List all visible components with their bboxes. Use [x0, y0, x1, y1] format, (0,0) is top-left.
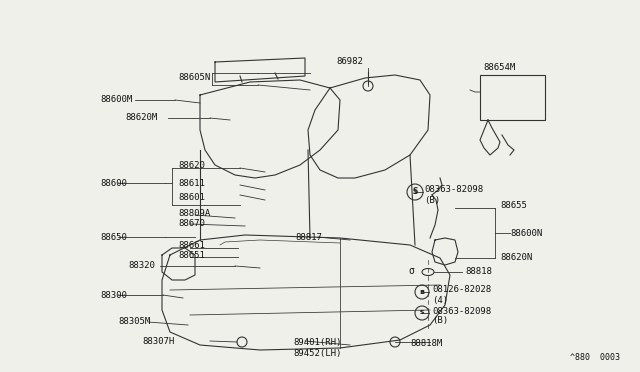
- Text: 88655: 88655: [500, 201, 527, 209]
- Text: 08363-82098: 08363-82098: [424, 186, 483, 195]
- Text: S: S: [412, 187, 418, 196]
- Text: (B): (B): [424, 196, 440, 205]
- Text: 88661: 88661: [178, 241, 205, 250]
- Text: σ: σ: [408, 266, 414, 276]
- Text: 88670: 88670: [178, 219, 205, 228]
- Text: 08363-82098: 08363-82098: [432, 307, 491, 315]
- Text: 88305M: 88305M: [118, 317, 150, 327]
- Text: 88300: 88300: [100, 291, 127, 299]
- Text: S: S: [413, 189, 417, 195]
- Text: 88650: 88650: [100, 232, 127, 241]
- Text: B: B: [420, 289, 424, 295]
- Text: 88611: 88611: [178, 179, 205, 187]
- Text: 88600: 88600: [100, 179, 127, 187]
- Text: S: S: [420, 311, 424, 315]
- Text: 88307H: 88307H: [142, 337, 174, 346]
- Text: 88620N: 88620N: [500, 253, 532, 263]
- Text: 88600N: 88600N: [510, 228, 542, 237]
- Text: 88818M: 88818M: [410, 339, 442, 347]
- Text: 88817: 88817: [295, 234, 322, 243]
- Text: 88818: 88818: [465, 266, 492, 276]
- Text: 89401(RH)
89452(LH): 89401(RH) 89452(LH): [294, 338, 342, 358]
- Text: B: B: [420, 289, 424, 295]
- Text: 88651: 88651: [178, 250, 205, 260]
- Text: 88620: 88620: [178, 160, 205, 170]
- Text: 88600M: 88600M: [100, 96, 132, 105]
- Text: 88809A: 88809A: [178, 208, 211, 218]
- Text: 88620M: 88620M: [125, 113, 157, 122]
- Text: 88601: 88601: [178, 193, 205, 202]
- Text: 88320: 88320: [128, 260, 155, 269]
- Text: ^880  0003: ^880 0003: [570, 353, 620, 362]
- Text: 88654M: 88654M: [483, 64, 515, 73]
- Text: 08126-82028: 08126-82028: [432, 285, 491, 295]
- Text: 86982: 86982: [337, 58, 364, 67]
- Text: 88605N: 88605N: [178, 74, 211, 83]
- Text: (4): (4): [432, 295, 448, 305]
- Text: S: S: [420, 311, 424, 315]
- Text: (B): (B): [432, 317, 448, 326]
